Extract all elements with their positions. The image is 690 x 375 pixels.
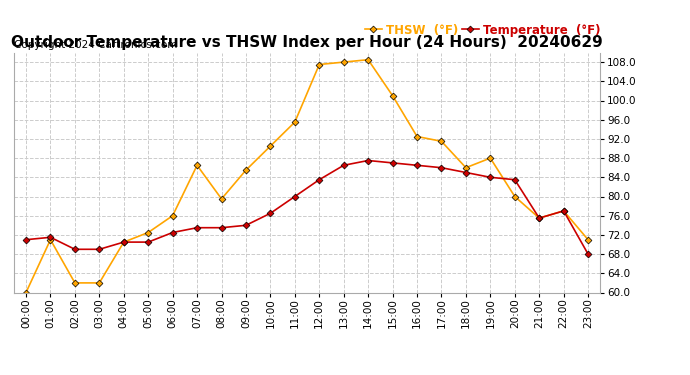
Temperature  (°F): [46, 235, 55, 240]
THSW  (°F): [413, 134, 421, 139]
Temperature  (°F): [193, 225, 201, 230]
THSW  (°F): [71, 280, 79, 285]
Temperature  (°F): [290, 194, 299, 199]
THSW  (°F): [462, 165, 470, 170]
Temperature  (°F): [462, 170, 470, 175]
THSW  (°F): [241, 168, 250, 172]
THSW  (°F): [364, 57, 373, 62]
THSW  (°F): [266, 144, 275, 148]
Text: Copyright 2024 Cartronics.com: Copyright 2024 Cartronics.com: [14, 40, 177, 50]
THSW  (°F): [437, 139, 446, 144]
Temperature  (°F): [71, 247, 79, 252]
THSW  (°F): [486, 156, 495, 160]
Temperature  (°F): [339, 163, 348, 168]
Temperature  (°F): [535, 216, 543, 220]
Temperature  (°F): [144, 240, 152, 244]
THSW  (°F): [168, 213, 177, 218]
Temperature  (°F): [584, 252, 592, 257]
Temperature  (°F): [486, 175, 495, 180]
Temperature  (°F): [241, 223, 250, 228]
THSW  (°F): [584, 237, 592, 242]
THSW  (°F): [119, 240, 128, 244]
THSW  (°F): [560, 209, 568, 213]
Line: THSW  (°F): THSW (°F): [23, 57, 591, 295]
THSW  (°F): [46, 237, 55, 242]
Temperature  (°F): [22, 237, 30, 242]
Temperature  (°F): [119, 240, 128, 244]
THSW  (°F): [95, 280, 104, 285]
THSW  (°F): [339, 60, 348, 64]
THSW  (°F): [290, 120, 299, 124]
Temperature  (°F): [315, 177, 324, 182]
THSW  (°F): [193, 163, 201, 168]
Temperature  (°F): [413, 163, 421, 168]
Temperature  (°F): [511, 177, 519, 182]
THSW  (°F): [315, 62, 324, 67]
Title: Outdoor Temperature vs THSW Index per Hour (24 Hours)  20240629: Outdoor Temperature vs THSW Index per Ho…: [11, 35, 603, 50]
Temperature  (°F): [364, 158, 373, 163]
Temperature  (°F): [95, 247, 104, 252]
Line: Temperature  (°F): Temperature (°F): [23, 158, 591, 256]
Legend: THSW  (°F), Temperature  (°F): THSW (°F), Temperature (°F): [364, 24, 600, 37]
THSW  (°F): [511, 194, 519, 199]
THSW  (°F): [217, 196, 226, 201]
Temperature  (°F): [266, 211, 275, 216]
Temperature  (°F): [560, 209, 568, 213]
Temperature  (°F): [168, 230, 177, 235]
THSW  (°F): [535, 216, 543, 220]
THSW  (°F): [144, 230, 152, 235]
Temperature  (°F): [217, 225, 226, 230]
THSW  (°F): [388, 93, 397, 98]
Temperature  (°F): [437, 165, 446, 170]
Temperature  (°F): [388, 160, 397, 165]
THSW  (°F): [22, 290, 30, 295]
